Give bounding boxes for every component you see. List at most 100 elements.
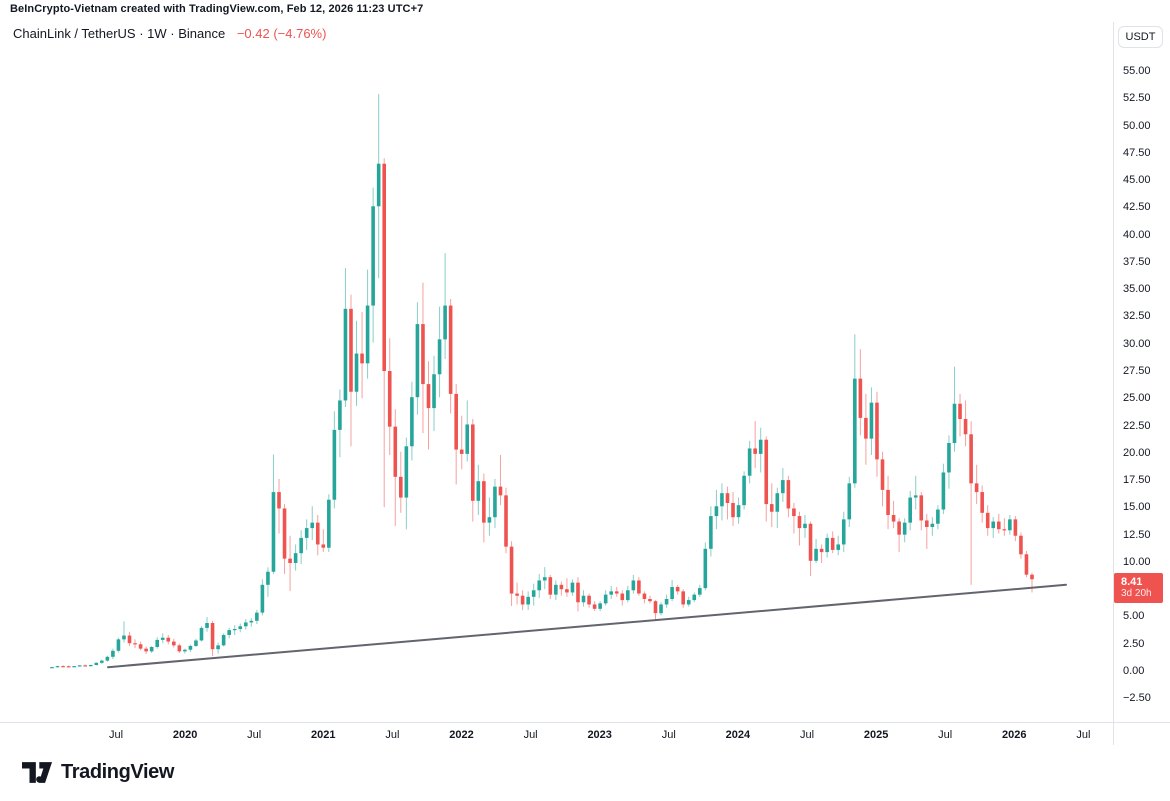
candle-body: [160, 637, 165, 640]
candle: [692, 592, 697, 603]
candle-body: [875, 402, 879, 460]
candle: [958, 393, 962, 437]
candle-body: [321, 544, 326, 548]
candle-body: [1024, 554, 1029, 575]
candle-body: [288, 558, 292, 563]
candle: [299, 530, 303, 565]
candle-body: [531, 590, 536, 597]
candle-body: [698, 588, 702, 595]
candle: [127, 631, 132, 646]
candle: [498, 455, 503, 506]
candle: [1013, 516, 1018, 542]
candle: [133, 639, 137, 649]
trendline[interactable]: [107, 583, 1067, 669]
time-axis[interactable]: Jul 2020 Jul 2021 Jul 2022 Jul 2023 Jul 2024 Jul 20…: [0, 723, 1113, 750]
candle: [1024, 551, 1029, 578]
candle: [249, 618, 254, 627]
candle: [565, 578, 569, 597]
candle-body: [781, 480, 785, 494]
candle-wick: [289, 535, 291, 592]
candle-body: [714, 506, 719, 517]
candle-body: [100, 660, 104, 663]
currency-toggle-button[interactable]: USDT: [1118, 26, 1163, 48]
candle-body: [786, 480, 791, 509]
candle-body: [55, 666, 60, 668]
candle: [88, 664, 93, 667]
candle: [210, 620, 215, 657]
candle-body: [659, 604, 663, 614]
candle-body: [227, 630, 231, 635]
candle-body: [1002, 529, 1007, 531]
candle-body: [426, 384, 431, 409]
time-tick-label: 2020: [172, 729, 198, 741]
price-axis[interactable]: 55.00 52.50 50.00 47.50 45.00 42.50 40.00 37.50…: [1113, 0, 1170, 760]
candle-body: [327, 499, 331, 548]
candle-body: [349, 308, 353, 392]
candle-body: [598, 603, 602, 609]
candle: [476, 464, 481, 515]
candle-body: [111, 650, 115, 657]
price-tick-label: 2.50: [1123, 637, 1145, 650]
candle-body: [116, 639, 121, 651]
candle: [570, 579, 575, 596]
attribution-text: BeInCrypto-Vietnam created with TradingV…: [10, 3, 424, 15]
candle-body: [61, 666, 65, 668]
candle-body: [1030, 574, 1034, 580]
candle: [421, 282, 425, 434]
candle: [548, 575, 553, 599]
candle: [410, 381, 414, 461]
candle-body: [853, 378, 857, 484]
candle-body: [897, 521, 901, 535]
candle-body: [775, 493, 780, 512]
candle: [554, 580, 558, 601]
candle: [830, 531, 835, 554]
time-tick-label: Jul: [938, 729, 953, 741]
last-price-value: 8.41: [1121, 576, 1143, 589]
candle: [659, 602, 663, 616]
candle-body: [493, 486, 497, 518]
candle: [996, 513, 1001, 534]
candle-body: [1008, 519, 1012, 531]
candle: [404, 437, 409, 530]
candle: [470, 419, 475, 522]
candle-body: [72, 666, 76, 668]
candle-body: [559, 584, 564, 590]
candle: [232, 625, 237, 635]
candle: [864, 393, 868, 465]
candle-wick: [926, 513, 928, 549]
candle-body: [310, 522, 315, 529]
candle: [338, 389, 342, 458]
price-tick-label: 42.50: [1123, 201, 1151, 214]
candle: [166, 635, 171, 645]
candle-body: [969, 434, 973, 484]
candle-body: [908, 497, 912, 523]
price-tick-label: 12.50: [1123, 528, 1151, 541]
candle: [371, 187, 375, 343]
candle: [100, 659, 104, 664]
candle-body: [725, 493, 730, 503]
candle: [493, 479, 497, 529]
price-change-label: −0.42 (−4.76%): [236, 26, 327, 41]
candle: [952, 366, 957, 452]
candle-wick: [1031, 572, 1033, 593]
candle-body: [565, 589, 569, 593]
candle-body: [952, 403, 957, 443]
candle: [277, 479, 281, 534]
candle: [714, 489, 719, 530]
candle-wick: [726, 486, 728, 520]
candle-body: [642, 593, 647, 599]
candle: [487, 497, 492, 536]
candle-body: [338, 400, 342, 430]
candle: [720, 483, 724, 521]
candle-body: [354, 353, 359, 392]
candle-wick: [499, 455, 501, 506]
candle-body: [476, 481, 481, 501]
candle-body: [819, 548, 824, 553]
tradingview-logo[interactable]: TradingView: [22, 761, 174, 784]
candle: [72, 665, 76, 668]
price-tick-label: 22.50: [1123, 419, 1151, 432]
candle-body: [77, 665, 82, 667]
candle-wick: [1003, 518, 1005, 536]
candle-body: [587, 595, 591, 605]
